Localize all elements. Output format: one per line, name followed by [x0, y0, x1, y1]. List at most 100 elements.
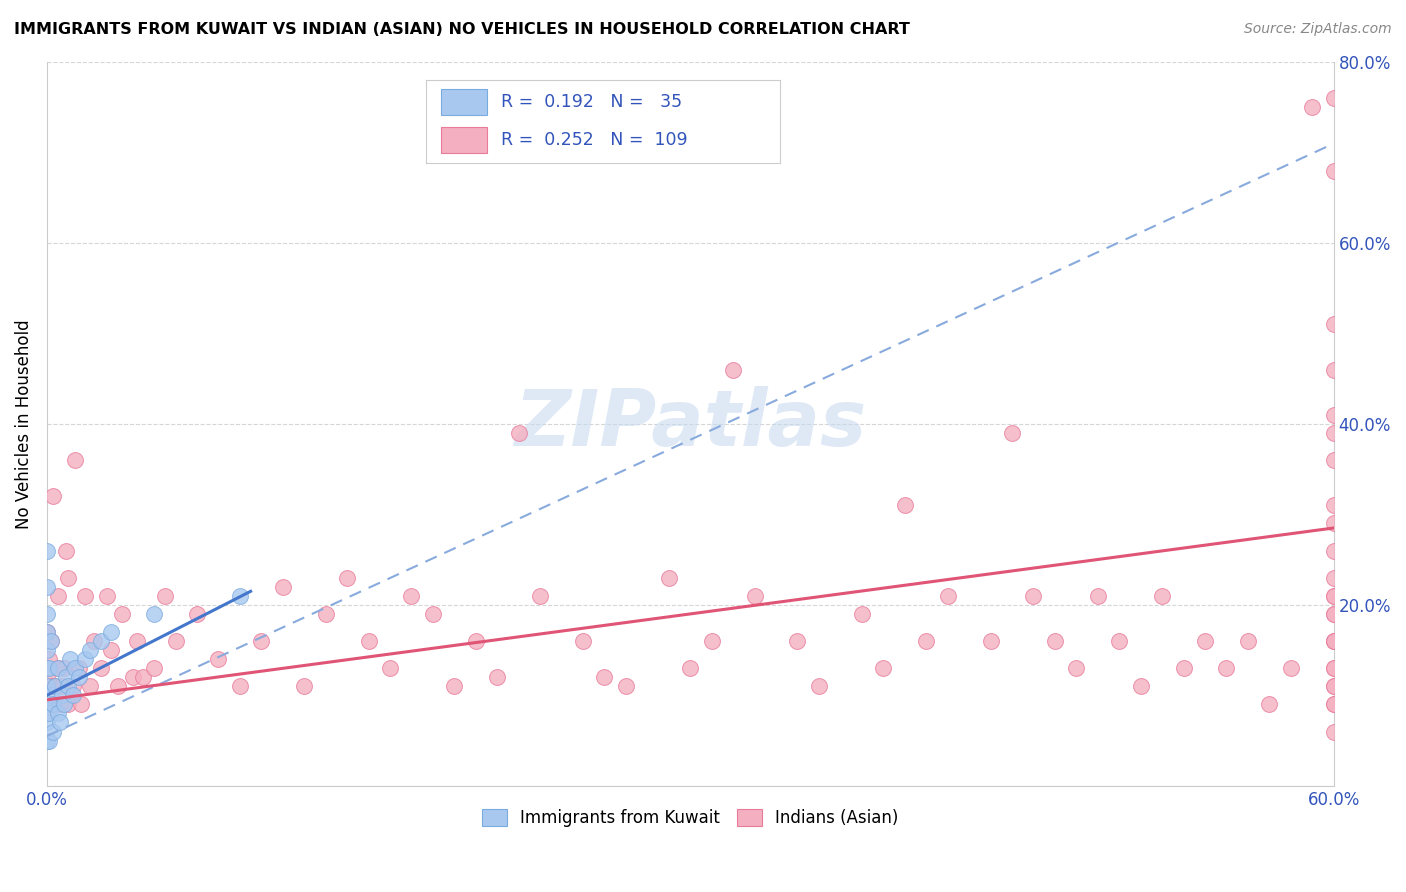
Point — [614, 679, 637, 693]
Point — [721, 362, 744, 376]
Point — [38, 661, 60, 675]
Point — [44, 679, 66, 693]
Point — [1022, 589, 1045, 603]
Point — [38, 706, 60, 721]
Point — [1258, 698, 1281, 712]
Point — [42, 698, 65, 712]
Point — [35, 698, 58, 712]
Point — [207, 652, 229, 666]
Point — [51, 679, 73, 693]
Point — [42, 698, 65, 712]
Point — [1323, 425, 1346, 440]
Point — [153, 589, 176, 603]
Point — [915, 634, 938, 648]
Point — [486, 670, 509, 684]
Point — [49, 698, 72, 712]
Point — [700, 634, 723, 648]
Point — [46, 589, 69, 603]
Point — [53, 698, 76, 712]
Legend: Immigrants from Kuwait, Indians (Asian): Immigrants from Kuwait, Indians (Asian) — [474, 800, 907, 835]
Point — [1323, 543, 1346, 558]
Point — [1087, 589, 1109, 603]
Point — [593, 670, 616, 684]
Point — [38, 733, 60, 747]
Point — [1001, 425, 1024, 440]
Point — [42, 724, 65, 739]
Point — [42, 489, 65, 503]
Point — [83, 634, 105, 648]
Point — [1215, 661, 1237, 675]
Point — [67, 661, 90, 675]
Point — [250, 634, 273, 648]
Point — [1323, 724, 1346, 739]
Point — [75, 652, 97, 666]
Point — [70, 698, 93, 712]
Text: IMMIGRANTS FROM KUWAIT VS INDIAN (ASIAN) NO VEHICLES IN HOUSEHOLD CORRELATION CH: IMMIGRANTS FROM KUWAIT VS INDIAN (ASIAN)… — [14, 22, 910, 37]
Point — [1152, 589, 1174, 603]
Point — [100, 625, 122, 640]
Point — [125, 634, 148, 648]
Point — [62, 679, 84, 693]
Point — [1129, 679, 1152, 693]
Point — [55, 670, 77, 684]
Point — [315, 607, 337, 621]
Point — [1323, 634, 1346, 648]
Text: ZIPatlas: ZIPatlas — [515, 386, 866, 462]
Point — [744, 589, 766, 603]
Point — [1323, 698, 1346, 712]
Point — [79, 679, 101, 693]
Point — [35, 580, 58, 594]
Point — [39, 689, 62, 703]
Point — [35, 706, 58, 721]
Point — [89, 661, 111, 675]
Point — [508, 425, 530, 440]
Y-axis label: No Vehicles in Household: No Vehicles in Household — [15, 319, 32, 529]
Point — [1323, 362, 1346, 376]
Point — [1323, 516, 1346, 531]
Point — [378, 661, 401, 675]
Point — [143, 661, 166, 675]
Point — [96, 589, 118, 603]
Point — [49, 715, 72, 730]
Point — [786, 634, 808, 648]
Point — [35, 679, 58, 693]
Point — [422, 607, 444, 621]
Point — [1323, 318, 1346, 332]
Point — [401, 589, 423, 603]
Point — [1323, 679, 1346, 693]
Text: Source: ZipAtlas.com: Source: ZipAtlas.com — [1244, 22, 1392, 37]
Point — [1323, 698, 1346, 712]
Point — [271, 580, 294, 594]
Point — [44, 679, 66, 693]
Point — [55, 543, 77, 558]
Point — [58, 679, 80, 693]
Point — [1323, 91, 1346, 105]
Point — [1323, 589, 1346, 603]
Point — [1323, 163, 1346, 178]
Point — [1237, 634, 1260, 648]
Point — [1323, 607, 1346, 621]
Point — [107, 679, 129, 693]
Point — [35, 733, 58, 747]
Point — [35, 607, 58, 621]
Point — [1194, 634, 1216, 648]
Point — [39, 634, 62, 648]
Point — [292, 679, 315, 693]
Point — [89, 634, 111, 648]
Point — [46, 661, 69, 675]
Point — [464, 634, 486, 648]
Point — [807, 679, 830, 693]
Point — [58, 571, 80, 585]
Point — [1323, 607, 1346, 621]
Point — [572, 634, 595, 648]
Point — [1064, 661, 1087, 675]
Point — [1323, 571, 1346, 585]
Point — [35, 543, 58, 558]
Point — [35, 670, 58, 684]
Point — [63, 453, 86, 467]
Point — [100, 643, 122, 657]
Point — [111, 607, 134, 621]
Point — [1323, 634, 1346, 648]
Point — [39, 634, 62, 648]
Point — [229, 589, 252, 603]
